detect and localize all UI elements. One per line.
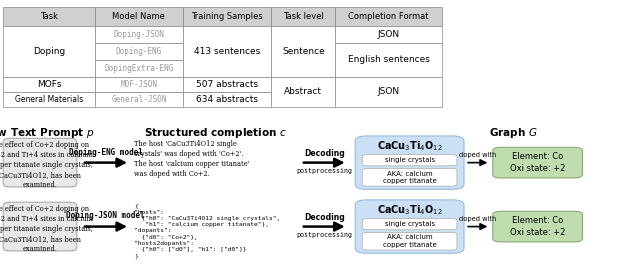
- Text: Element: Co
Oxi state: +2: Element: Co Oxi state: +2: [510, 216, 565, 237]
- Text: Raw Text Prompt $p$: Raw Text Prompt $p$: [0, 126, 95, 140]
- FancyBboxPatch shape: [3, 26, 95, 77]
- FancyBboxPatch shape: [95, 26, 183, 43]
- FancyBboxPatch shape: [183, 7, 271, 26]
- FancyBboxPatch shape: [183, 92, 271, 107]
- Text: Decoding: Decoding: [304, 149, 345, 158]
- Text: Element: Co
Oxi state: +2: Element: Co Oxi state: +2: [510, 152, 565, 173]
- FancyBboxPatch shape: [493, 211, 582, 242]
- FancyBboxPatch shape: [335, 26, 442, 43]
- Text: AKA: calcium
copper titanate: AKA: calcium copper titanate: [383, 235, 436, 248]
- Text: {
"hosts":
  {"h0": "CaCu3Ti4O12 single crystals",
   "h1": "calcium copper tita: { "hosts": {"h0": "CaCu3Ti4O12 single cr…: [134, 203, 281, 258]
- Text: doped with: doped with: [459, 216, 497, 222]
- Text: The effect of Co+2 doping on
Cu+2 and Ti+4 sites in calcium
copper titanate sing: The effect of Co+2 doping on Cu+2 and Ti…: [0, 141, 93, 190]
- Text: English sentences: English sentences: [348, 55, 429, 64]
- Text: Doping: Doping: [33, 47, 65, 56]
- Text: CaCu$_3$Ti$_4$O$_{12}$: CaCu$_3$Ti$_4$O$_{12}$: [377, 203, 442, 217]
- FancyBboxPatch shape: [3, 92, 95, 107]
- Text: 634 abstracts: 634 abstracts: [196, 95, 258, 104]
- Text: Model Name: Model Name: [113, 12, 165, 21]
- FancyBboxPatch shape: [3, 7, 95, 26]
- FancyBboxPatch shape: [95, 7, 183, 26]
- Text: Task level: Task level: [283, 12, 324, 21]
- Text: JSON: JSON: [378, 87, 399, 96]
- FancyBboxPatch shape: [183, 77, 271, 92]
- Text: General-JSON: General-JSON: [111, 95, 166, 104]
- Text: Doping-JSON model: Doping-JSON model: [67, 212, 145, 220]
- FancyBboxPatch shape: [493, 147, 582, 178]
- FancyBboxPatch shape: [335, 77, 442, 107]
- Text: 413 sentences: 413 sentences: [194, 47, 260, 56]
- FancyBboxPatch shape: [183, 26, 271, 77]
- FancyBboxPatch shape: [95, 60, 183, 77]
- Text: Sentence: Sentence: [282, 47, 324, 56]
- Text: 507 abstracts: 507 abstracts: [196, 80, 259, 89]
- FancyBboxPatch shape: [355, 200, 464, 253]
- Text: MOFs: MOFs: [36, 80, 61, 89]
- FancyBboxPatch shape: [95, 92, 183, 107]
- FancyBboxPatch shape: [362, 155, 457, 166]
- Text: doped with: doped with: [459, 152, 497, 158]
- Text: Abstract: Abstract: [284, 87, 323, 96]
- FancyBboxPatch shape: [271, 77, 335, 107]
- FancyBboxPatch shape: [335, 7, 442, 26]
- Text: Completion Format: Completion Format: [348, 12, 429, 21]
- Text: Task: Task: [40, 12, 58, 21]
- FancyBboxPatch shape: [271, 26, 335, 77]
- FancyBboxPatch shape: [3, 77, 95, 92]
- Text: Decoding: Decoding: [304, 213, 345, 222]
- FancyBboxPatch shape: [271, 7, 335, 26]
- Text: CaCu$_3$Ti$_4$O$_{12}$: CaCu$_3$Ti$_4$O$_{12}$: [377, 139, 442, 153]
- Text: Structured completion $c$: Structured completion $c$: [144, 126, 287, 140]
- Text: Training Samples: Training Samples: [191, 12, 263, 21]
- Text: MOF-JSON: MOF-JSON: [120, 80, 157, 89]
- FancyBboxPatch shape: [362, 168, 457, 186]
- Text: single crystals: single crystals: [385, 221, 435, 227]
- Text: JSON: JSON: [378, 30, 399, 39]
- FancyBboxPatch shape: [362, 219, 457, 230]
- Text: postprocessing: postprocessing: [296, 232, 353, 238]
- Text: Doping-ENG: Doping-ENG: [116, 47, 162, 56]
- Text: The effect of Co+2 doping on
Cu+2 and Ti+4 sites in calcium
copper titanate sing: The effect of Co+2 doping on Cu+2 and Ti…: [0, 205, 93, 254]
- Text: postprocessing: postprocessing: [296, 168, 353, 174]
- Text: Doping-ENG model: Doping-ENG model: [68, 148, 143, 157]
- FancyBboxPatch shape: [335, 43, 442, 77]
- Text: General Materials: General Materials: [15, 95, 83, 104]
- FancyBboxPatch shape: [355, 136, 464, 189]
- Text: Doping-JSON: Doping-JSON: [113, 30, 164, 39]
- FancyBboxPatch shape: [95, 77, 183, 92]
- FancyBboxPatch shape: [362, 232, 457, 250]
- FancyBboxPatch shape: [3, 138, 77, 187]
- Text: Graph $\mathit{G}$: Graph $\mathit{G}$: [489, 126, 538, 140]
- Text: DopingExtra-ENG: DopingExtra-ENG: [104, 64, 173, 73]
- Text: single crystals: single crystals: [385, 157, 435, 163]
- Text: AKA: calcium
copper titanate: AKA: calcium copper titanate: [383, 171, 436, 184]
- FancyBboxPatch shape: [95, 43, 183, 60]
- FancyBboxPatch shape: [3, 202, 77, 251]
- Text: The host 'CaCu3Ti4O12 single
crystals' was doped with 'Co+2'.
The host 'calcium : The host 'CaCu3Ti4O12 single crystals' w…: [134, 140, 250, 178]
